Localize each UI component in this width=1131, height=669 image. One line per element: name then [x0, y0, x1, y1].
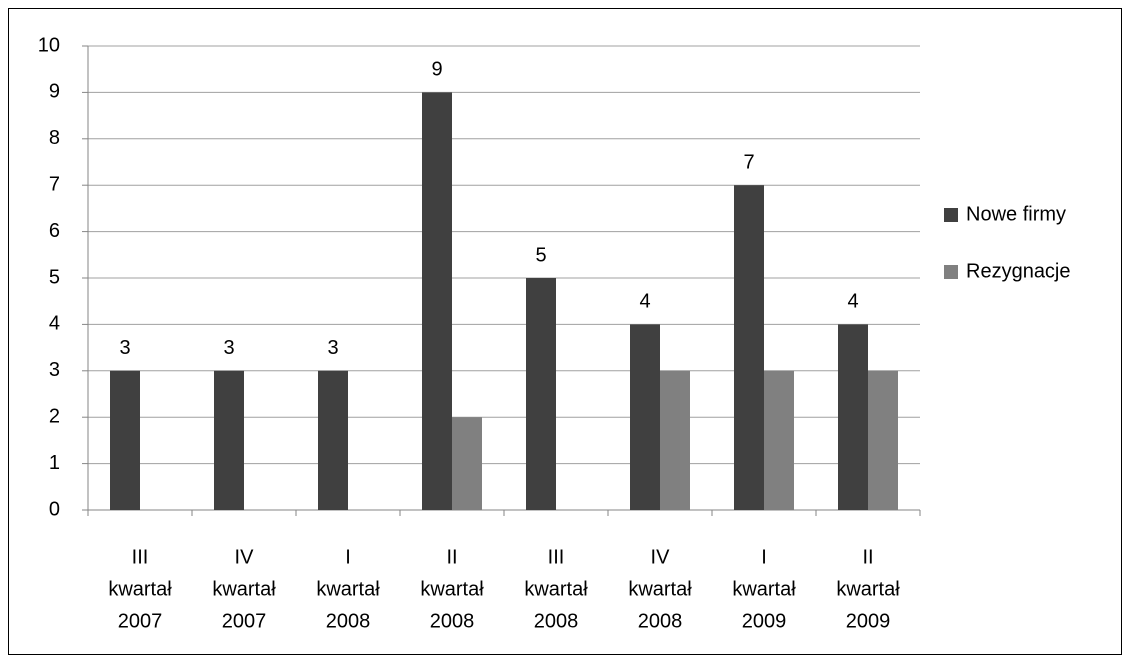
bar [422, 92, 452, 511]
y-tick-label: 10 [38, 34, 60, 56]
bar [764, 370, 794, 510]
data-label: 9 [431, 59, 442, 81]
y-tick-label: 5 [49, 266, 60, 288]
legend-label: Nowe firmy [966, 203, 1066, 225]
y-tick-label: 9 [49, 81, 60, 103]
data-label: 4 [847, 291, 858, 313]
data-label: 3 [119, 337, 130, 359]
x-tick-label: 2008 [326, 610, 371, 632]
y-tick-label: 8 [49, 127, 60, 149]
x-tick-label: 2008 [638, 610, 683, 632]
x-tick-label: II [862, 546, 873, 568]
x-tick-label: kwartał [316, 578, 380, 600]
bar [526, 278, 556, 510]
x-tick-label: II [446, 546, 457, 568]
data-label: 3 [327, 337, 338, 359]
data-label: 4 [639, 291, 650, 313]
x-tick-label: kwartał [108, 578, 172, 600]
bar [630, 324, 660, 510]
x-tick-label: kwartał [212, 578, 276, 600]
y-tick-label: 6 [49, 220, 60, 242]
bar [838, 324, 868, 510]
bar [452, 417, 482, 510]
x-tick-label: kwartał [420, 578, 484, 600]
x-tick-label: 2009 [846, 610, 891, 632]
x-tick-label: III [548, 546, 565, 568]
x-tick-label: 2007 [118, 610, 163, 632]
legend-swatch [944, 208, 958, 222]
chart-frame [8, 8, 1122, 655]
y-tick-label: 0 [49, 498, 60, 520]
x-tick-label: kwartał [524, 578, 588, 600]
legend-label: Rezygnacje [966, 260, 1071, 282]
y-tick-label: 7 [49, 173, 60, 195]
y-tick-label: 3 [49, 359, 60, 381]
x-tick-label: III [132, 546, 149, 568]
data-label: 5 [535, 244, 546, 266]
bar [110, 370, 140, 510]
x-tick-label: 2009 [742, 610, 787, 632]
bar [214, 370, 244, 510]
bar [660, 370, 690, 510]
x-tick-label: I [761, 546, 767, 568]
data-label: 3 [223, 337, 234, 359]
bar [734, 185, 764, 510]
y-tick-label: 1 [49, 452, 60, 474]
x-tick-label: I [345, 546, 351, 568]
y-tick-label: 4 [49, 313, 60, 335]
x-tick-label: kwartał [628, 578, 692, 600]
x-tick-label: IV [235, 546, 255, 568]
bar [318, 370, 348, 510]
x-tick-label: 2008 [534, 610, 579, 632]
x-tick-label: kwartał [732, 578, 796, 600]
x-tick-label: 2007 [222, 610, 267, 632]
bar [868, 370, 898, 510]
legend-swatch [944, 265, 958, 279]
data-label: 7 [743, 151, 754, 173]
x-tick-label: IV [651, 546, 671, 568]
y-tick-label: 2 [49, 405, 60, 427]
x-tick-label: 2008 [430, 610, 475, 632]
x-tick-label: kwartał [836, 578, 900, 600]
